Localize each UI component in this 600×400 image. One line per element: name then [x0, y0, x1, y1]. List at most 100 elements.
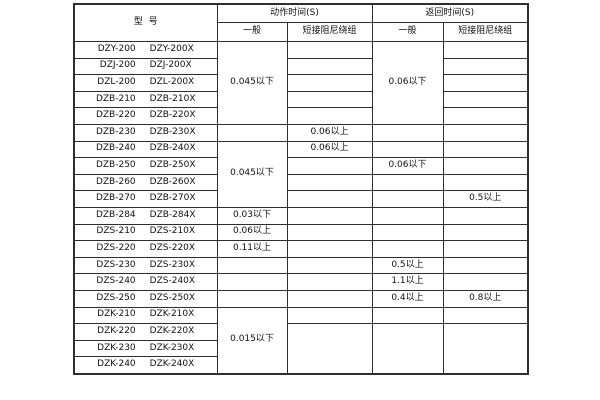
model-cell: DZK-240 DZK-240X [73, 356, 218, 375]
act-short-cell [286, 289, 373, 308]
ret-general-cell [371, 123, 444, 142]
act-short-cell [286, 90, 373, 109]
model-name: DZB-220 [95, 110, 136, 121]
relay-spec-table: 型 号 动作时间(S) 返回时间(S) 一般 短接阻尼绕组 一般 短接阻尼绕组 … [73, 3, 529, 375]
model-cell: DZB-210 DZB-210X [73, 90, 218, 109]
model-name-x: DZB-270X [149, 193, 196, 204]
model-cell: DZS-250 DZS-250X [73, 289, 218, 308]
act-general-cell: 0.045以下 [216, 41, 288, 125]
header-return-time: 返回时间(S) [371, 3, 529, 23]
model-name: DZL-200 [97, 77, 136, 88]
model-name-x: DZK-220X [149, 325, 195, 336]
model-cell: DZB-230 DZB-230X [73, 123, 218, 142]
act-general-cell: 0.06以上 [216, 223, 288, 242]
header-action-general: 一般 [216, 22, 288, 42]
model-name: DZS-240 [96, 276, 136, 287]
model-cell: DZB-240 DZB-240X [73, 140, 218, 159]
ret-general-cell [371, 323, 444, 375]
ret-general-cell [371, 223, 444, 242]
table-row: DZS-230 DZS-230X 0.5以上 [73, 256, 529, 275]
model-name: DZB-210 [95, 93, 136, 104]
model-cell: DZS-220 DZS-220X [73, 240, 218, 258]
act-general-cell [216, 289, 288, 308]
table-row: DZB-270 DZB-270X 0.5以上 [73, 190, 529, 208]
model-name-x: DZB-284X [149, 209, 196, 220]
model-name: DZB-284 [95, 209, 136, 220]
act-short-cell [286, 273, 373, 291]
model-name: DZJ-200 [99, 60, 136, 71]
act-short-cell [286, 306, 373, 325]
model-name-x: DZS-220X [149, 242, 196, 253]
model-name: DZK-240 [97, 359, 136, 370]
act-short-cell [286, 206, 373, 225]
header-action-short-damping: 短接阻尼绕组 [286, 22, 373, 42]
model-name: DZB-270 [95, 193, 136, 204]
act-short-cell [286, 323, 373, 375]
ret-general-cell: 0.06以下 [371, 157, 444, 175]
model-cell: DZS-230 DZS-230X [73, 256, 218, 275]
header-action-time: 动作时间(S) [216, 3, 373, 23]
model-name-x: DZS-210X [149, 226, 196, 237]
act-short-cell [286, 223, 373, 242]
ret-short-cell [442, 57, 529, 76]
header-model: 型 号 [73, 3, 218, 42]
table-row: DZB-260 DZB-260X [73, 173, 529, 192]
ret-general-cell: 0.06以下 [371, 41, 444, 125]
act-general-cell: 0.11以上 [216, 240, 288, 258]
model-cell: DZY-200 DZY-200X [73, 41, 218, 59]
model-name: DZB-230 [95, 126, 136, 137]
ret-general-cell: 1.1以上 [371, 273, 444, 291]
act-short-cell [286, 240, 373, 258]
table-row: DZB-220 DZB-220X [73, 107, 529, 125]
act-short-cell: 0.06以上 [286, 123, 373, 142]
model-name-x: DZL-200X [149, 77, 195, 88]
act-short-cell [286, 256, 373, 275]
model-name: DZS-210 [96, 226, 136, 237]
table-row: DZS-220 DZS-220X 0.11以上 [73, 240, 529, 258]
model-name-x: DZY-200X [149, 43, 194, 54]
ret-general-cell [371, 240, 444, 258]
model-cell: DZS-210 DZS-210X [73, 223, 218, 242]
model-name: DZB-240 [95, 143, 136, 154]
table-row: DZJ-200 DZJ-200X [73, 57, 529, 76]
model-cell: DZB-284 DZB-284X [73, 206, 218, 225]
model-name-x: DZB-260X [149, 176, 196, 187]
ret-short-cell [442, 90, 529, 109]
ret-short-cell [442, 273, 529, 291]
ret-short-cell [442, 41, 529, 59]
model-name: DZY-200 [97, 43, 136, 54]
act-general-cell [216, 123, 288, 142]
ret-general-cell: 0.5以上 [371, 256, 444, 275]
table-row: DZS-210 DZS-210X 0.06以上 [73, 223, 529, 242]
table-row: DZS-250 DZS-250X 0.4以上 0.8以上 [73, 289, 529, 308]
model-cell: DZB-270 DZB-270X [73, 190, 218, 208]
ret-general-cell [371, 173, 444, 192]
ret-short-cell [442, 123, 529, 142]
act-short-cell [286, 157, 373, 175]
model-name-x: DZK-240X [149, 359, 195, 370]
ret-short-cell [442, 157, 529, 175]
header-return-general: 一般 [371, 22, 444, 42]
model-name: DZB-250 [95, 160, 136, 170]
model-name-x: DZB-230X [149, 126, 196, 137]
model-name: DZS-220 [96, 242, 136, 253]
ret-short-cell [442, 140, 529, 159]
model-name: DZK-230 [97, 342, 136, 353]
model-cell: DZB-250 DZB-250X [73, 157, 218, 175]
table-row: DZK-220 DZK-220X [73, 323, 529, 375]
model-name: DZK-210 [97, 309, 136, 320]
ret-short-cell [442, 323, 529, 375]
table-row: DZL-200 DZL-200X [73, 74, 529, 92]
ret-general-cell [371, 206, 444, 225]
model-name-x: DZB-250X [149, 160, 196, 170]
table-row: DZB-210 DZB-210X [73, 90, 529, 109]
table-row: DZK-210 DZK-210X 0.015以下 [73, 306, 529, 375]
table-row: DZS-240 DZS-240X 1.1以上 [73, 273, 529, 291]
ret-short-cell [442, 206, 529, 225]
model-name-x: DZB-210X [149, 93, 196, 104]
table-row: DZY-200 DZY-200X 0.045以下 0.06以下 [73, 41, 529, 125]
table-row: DZK-240 DZK-240X [73, 356, 528, 375]
model-cell: DZJ-200 DZJ-200X [73, 57, 218, 76]
ret-short-cell [442, 74, 529, 92]
